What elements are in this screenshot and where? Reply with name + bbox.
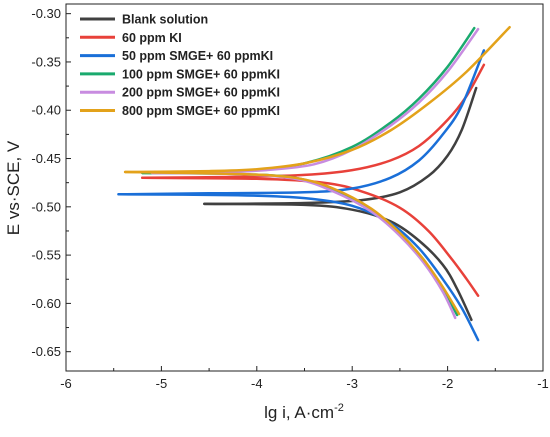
- plot-lines: [117, 25, 511, 342]
- series-line-anodic-0: [203, 86, 478, 206]
- x-axis-title-main: lg i, A·cm: [264, 403, 334, 422]
- y-tick-label: -0.40: [31, 103, 61, 118]
- legend-label: Blank solution: [122, 13, 208, 27]
- x-tick-label: -2: [442, 376, 454, 391]
- legend: Blank solution 60 ppm KI 50 ppm SMGE+ 60 p…: [80, 13, 280, 118]
- x-tick-label: -5: [156, 376, 168, 391]
- y-tick-label: -0.30: [31, 6, 61, 21]
- legend-label: 50 ppm SMGE+ 60 ppmKI: [122, 49, 273, 63]
- y-tick-label: -0.50: [31, 199, 61, 214]
- y-tick-label: -0.65: [31, 344, 61, 359]
- y-tick-label: -0.45: [31, 151, 61, 166]
- y-tick-label: -0.35: [31, 54, 61, 69]
- series-line-cathodic-0: [203, 202, 473, 322]
- x-tick-label: -4: [251, 376, 263, 391]
- legend-label: 200 ppm SMGE+ 60 ppmKI: [122, 86, 280, 100]
- series-line-anodic-1: [141, 63, 486, 180]
- x-tick-label: -3: [346, 376, 358, 391]
- series-line-anodic-2: [117, 49, 486, 196]
- series-line-cathodic-5: [123, 170, 461, 316]
- y-axis: -0.65 -0.60 -0.55 -0.50 -0.45 -0.40 -0.35 -0.30: [31, 6, 71, 359]
- x-tick-label: -1: [537, 376, 549, 391]
- y-tick-label: -0.55: [31, 248, 61, 263]
- legend-label: 800 ppm SMGE+ 60 ppmKI: [122, 104, 280, 118]
- series-line-cathodic-1: [141, 176, 480, 297]
- y-tick-label: -0.60: [31, 296, 61, 311]
- x-tick-label: -6: [60, 376, 72, 391]
- y-axis-title: E vs·SCE, V: [4, 140, 23, 235]
- x-axis-title: lg i, A·cm-2: [264, 402, 344, 422]
- series-line-anodic-5: [123, 25, 511, 174]
- series-line-cathodic-2: [117, 193, 480, 342]
- x-axis-title-superscript: -2: [334, 402, 344, 414]
- legend-label: 100 ppm SMGE+ 60 ppmKI: [122, 67, 280, 81]
- x-axis: -6 -5 -4 -3 -2 -1: [60, 366, 549, 391]
- legend-label: 60 ppm KI: [122, 31, 182, 45]
